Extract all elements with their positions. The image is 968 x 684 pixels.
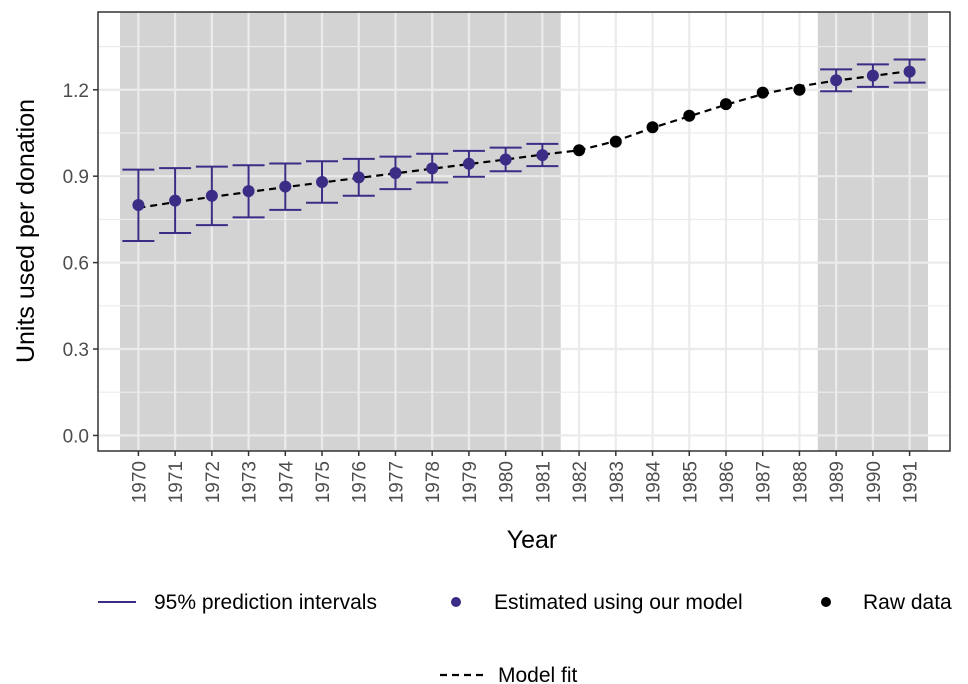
x-tick-label: 1975 [313, 461, 334, 503]
y-tick-label: 0.0 [63, 426, 89, 447]
x-tick-label: 1987 [754, 461, 775, 503]
estimated-point [242, 185, 255, 198]
estimated-point [866, 69, 879, 82]
y-axis-title: Units used per donation [12, 99, 40, 363]
x-tick-label: 1977 [386, 461, 407, 503]
x-tick-label: 1979 [460, 461, 481, 503]
model-fit-line [138, 69, 910, 209]
x-tick-label: 1970 [129, 461, 150, 503]
raw-data-point [683, 109, 696, 122]
x-tick-label: 1985 [680, 461, 701, 503]
x-tick-label: 1976 [350, 461, 371, 503]
points-layer [132, 65, 916, 211]
x-tick-label: 1986 [717, 461, 738, 503]
legend-label: Model fit [498, 664, 578, 684]
estimated-point [205, 189, 218, 202]
x-axis-ticks: 1970 1971 1972 1973 1974 1975 1976 1977 1978 1979… [129, 451, 922, 504]
x-tick-label: 1981 [533, 461, 554, 503]
estimated-point [426, 162, 439, 175]
panel-frame [97, 11, 951, 452]
x-tick-label: 1972 [203, 461, 224, 503]
y-axis-ticks: 0.0 0.3 0.6 0.9 1.2 [63, 81, 98, 447]
estimated-point [352, 171, 365, 184]
x-axis-title: Year [507, 526, 558, 554]
estimated-point [830, 74, 843, 87]
x-tick-label: 1988 [790, 461, 811, 503]
estimated-point [499, 153, 512, 166]
x-tick-label: 1990 [864, 461, 885, 503]
model-fit-layer [138, 69, 910, 209]
raw-data-point [793, 83, 806, 96]
x-tick-label: 1971 [166, 461, 187, 503]
estimated-point [316, 175, 329, 188]
y-tick-label: 0.6 [63, 254, 89, 275]
grid-lines [98, 12, 950, 451]
x-tick-label: 1983 [607, 461, 628, 503]
shaded-region [120, 12, 561, 451]
legend-key-dot [451, 597, 461, 607]
estimated-point [536, 149, 549, 162]
x-tick-label: 1973 [240, 461, 261, 503]
raw-data-point [756, 86, 769, 99]
legend-label: Raw data [863, 591, 952, 614]
raw-data-point [573, 144, 586, 157]
y-tick-label: 0.9 [63, 167, 89, 188]
x-tick-label: 1974 [276, 461, 297, 504]
raw-data-point [719, 98, 732, 111]
x-tick-label: 1978 [423, 461, 444, 503]
legend-label: Estimated using our model [494, 591, 743, 614]
panel-border [97, 11, 951, 452]
raw-data-point [609, 135, 622, 148]
y-tick-label: 1.2 [63, 81, 89, 102]
estimated-point [389, 167, 402, 180]
x-tick-label: 1980 [497, 461, 518, 503]
legend-label: 95% prediction intervals [154, 591, 377, 614]
estimated-point [132, 198, 145, 211]
y-tick-label: 0.3 [63, 340, 89, 361]
raw-data-point [646, 121, 659, 134]
x-tick-label: 1991 [901, 461, 922, 503]
x-tick-label: 1982 [570, 461, 591, 503]
estimated-point [903, 65, 916, 78]
estimated-point [462, 157, 475, 170]
estimated-point [169, 194, 182, 207]
x-tick-label: 1984 [644, 461, 665, 504]
estimated-point [279, 180, 292, 193]
legend: 95% prediction intervals Estimated using … [98, 591, 952, 684]
x-tick-label: 1989 [827, 461, 848, 503]
legend-key-dot [821, 597, 831, 607]
